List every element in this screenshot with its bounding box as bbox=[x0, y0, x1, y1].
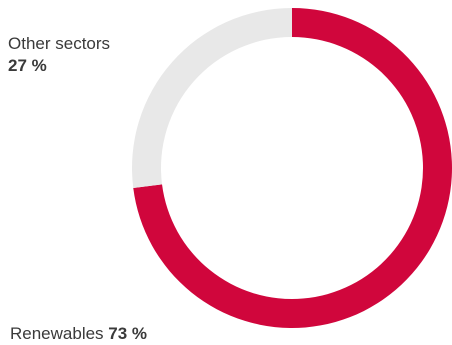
data-label-renewables-value: 73 % bbox=[108, 324, 148, 343]
data-label-renewables: Renewables 73 % bbox=[10, 323, 147, 345]
data-label-other-sectors: Other sectors 27 % bbox=[8, 33, 110, 77]
donut-slice-other-sectors bbox=[131, 8, 292, 189]
data-label-other-sectors-value: 27 % bbox=[8, 56, 47, 75]
data-label-other-sectors-name: Other sectors bbox=[8, 34, 111, 53]
data-label-renewables-name: Renewables bbox=[10, 324, 104, 343]
